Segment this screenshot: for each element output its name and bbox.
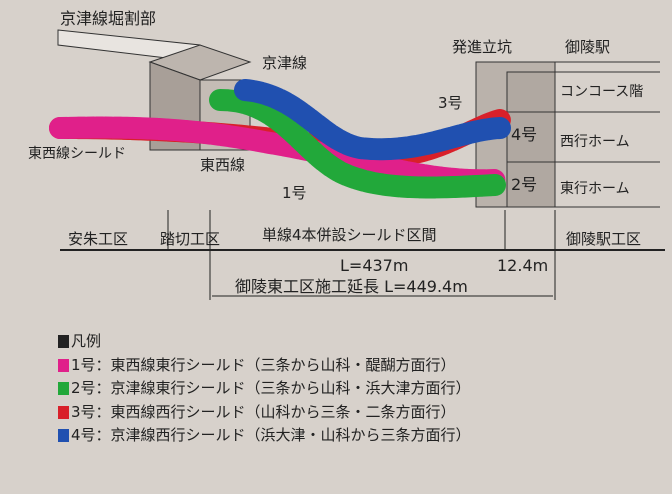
label-length-short: 12.4m bbox=[497, 256, 548, 275]
label-tozai-line: 東西線 bbox=[200, 156, 245, 174]
label-keishin-line: 京津線 bbox=[262, 54, 307, 72]
label-anshu-section: 安朱工区 bbox=[68, 230, 128, 248]
swatch-icon bbox=[58, 405, 69, 419]
swatch-icon bbox=[58, 358, 69, 372]
label-length-main: L=437m bbox=[340, 256, 408, 275]
tunnel-no4 bbox=[234, 79, 511, 161]
label-no1: 1号 bbox=[282, 184, 307, 202]
label-no2: 2号 bbox=[511, 175, 537, 194]
label-tozai-shield: 東西線シールド bbox=[28, 146, 126, 162]
label-total-length: 御陵東工区施工延長 L=449.4m bbox=[235, 277, 468, 296]
label-west-platform: 西行ホーム bbox=[560, 134, 630, 150]
label-keishin-cut: 京津線堀割部 bbox=[60, 9, 156, 28]
tunnel-no2 bbox=[209, 89, 506, 199]
label-shield-section: 単線4本併設シールド区間 bbox=[262, 226, 437, 244]
legend: 凡例 1号：東西線東行シールド（三条から山科・醍醐方面行） 2号：京津線東行シー… bbox=[58, 330, 471, 448]
label-no3: 3号 bbox=[438, 94, 463, 112]
legend-item: 4号：京津線西行シールド（浜大津・山科から三条方面行） bbox=[58, 424, 471, 448]
shaft-front bbox=[506, 71, 556, 208]
legend-item: 2号：京津線東行シールド（三条から山科・浜大津方面行） bbox=[58, 377, 471, 401]
label-east-platform: 東行ホーム bbox=[560, 181, 630, 197]
label-concourse: コンコース階 bbox=[560, 84, 643, 100]
legend-item: 1号：東西線東行シールド（三条から山科・醍醐方面行） bbox=[58, 354, 471, 378]
station-floor-lines bbox=[476, 61, 660, 208]
label-station: 御陵駅 bbox=[565, 38, 610, 56]
swatch-icon bbox=[58, 429, 69, 443]
swatch-icon bbox=[58, 382, 69, 396]
label-station-section: 御陵駅工区 bbox=[566, 230, 641, 248]
label-launch-shaft: 発進立坑 bbox=[452, 38, 512, 56]
label-fumikiri-section: 踏切工区 bbox=[160, 230, 220, 248]
legend-item: 3号：東西線西行シールド（山科から三条・二条方面行） bbox=[58, 401, 471, 425]
dimension-lines bbox=[60, 210, 665, 300]
label-no4: 4号 bbox=[511, 125, 537, 144]
tunnel-no1 bbox=[49, 116, 506, 192]
legend-title: 凡例 bbox=[71, 332, 102, 350]
